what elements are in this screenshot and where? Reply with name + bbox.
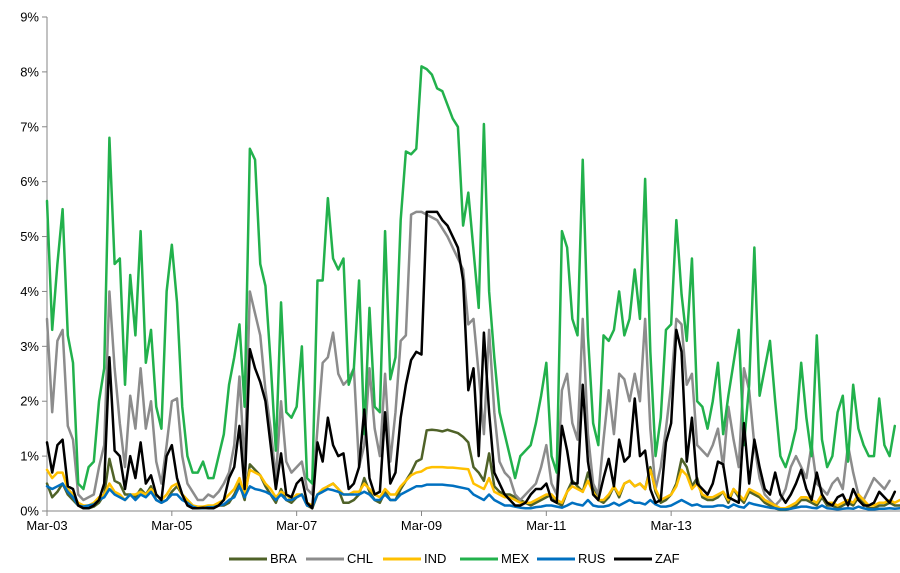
axes: 0% 1% 2% 3% 4% 5% 6% 7% 8% 9% Mar-03 Mar-05 Mar-07 Ma… bbox=[20, 10, 900, 533]
x-tick-label: Mar-07 bbox=[276, 518, 317, 533]
y-tick-label: 2% bbox=[20, 394, 39, 409]
y-tick-label: 8% bbox=[20, 64, 39, 79]
legend-label-bra: BRA bbox=[270, 551, 297, 566]
series-line-mex bbox=[45, 65, 897, 491]
y-tick-label: 0% bbox=[20, 504, 39, 519]
legend-label-zaf: ZAF bbox=[655, 551, 680, 566]
x-tick-label: Mar-09 bbox=[401, 518, 442, 533]
x-tick-label: Mar-13 bbox=[651, 518, 692, 533]
y-tick-label: 4% bbox=[20, 284, 39, 299]
legend-label-mex: MEX bbox=[501, 551, 530, 566]
legend-label-ind: IND bbox=[424, 551, 446, 566]
series-line-rus bbox=[45, 482, 900, 511]
x-tick-label: Mar-03 bbox=[26, 518, 67, 533]
y-tick-label: 5% bbox=[20, 229, 39, 244]
legend: BRA CHL IND MEX RUS ZAF bbox=[229, 551, 680, 566]
legend-label-chl: CHL bbox=[347, 551, 373, 566]
y-tick-label: 7% bbox=[20, 119, 39, 134]
x-tick-label: Mar-11 bbox=[526, 518, 566, 533]
y-tick-label: 9% bbox=[20, 10, 39, 25]
legend-label-rus: RUS bbox=[578, 551, 606, 566]
y-tick-label: 3% bbox=[20, 339, 39, 354]
y-tick-label: 6% bbox=[20, 174, 39, 189]
series-line-ind bbox=[45, 465, 900, 510]
series-line-zaf bbox=[45, 210, 897, 510]
series-layer bbox=[45, 65, 900, 512]
x-tick-label: Mar-05 bbox=[151, 518, 192, 533]
y-tick-label: 1% bbox=[20, 449, 39, 464]
